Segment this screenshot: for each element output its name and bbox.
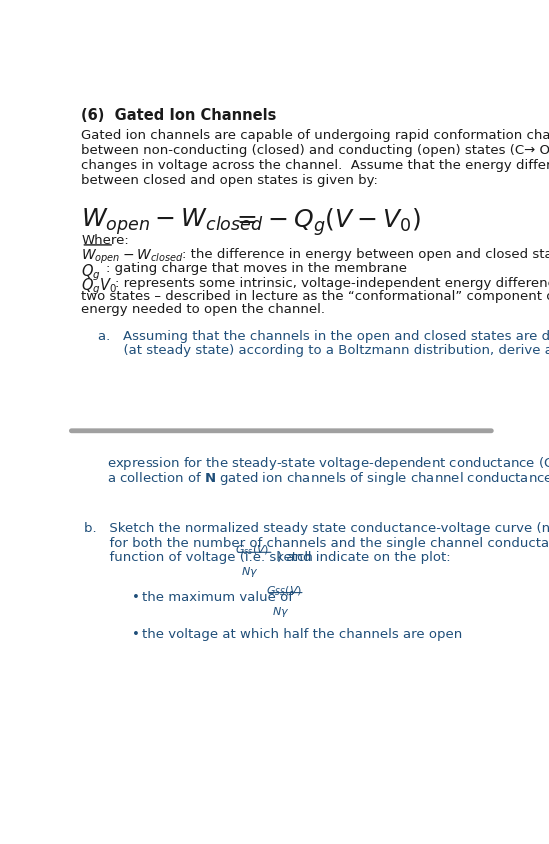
Text: : the difference in energy between open and closed states: : the difference in energy between open …: [182, 248, 549, 261]
Text: function of voltage (i.e. sketch: function of voltage (i.e. sketch: [83, 551, 317, 564]
Text: two states – described in lecture as the “conformational” component of the total: two states – described in lecture as the…: [81, 289, 549, 303]
Text: •: •: [132, 628, 139, 641]
Text: Gated ion channels are capable of undergoing rapid conformation changes
between : Gated ion channels are capable of underg…: [81, 128, 549, 187]
Text: Where:: Where:: [81, 234, 129, 246]
Text: $G_{SS}(V)$: $G_{SS}(V)$: [266, 584, 302, 598]
Text: $N\gamma$: $N\gamma$: [272, 605, 289, 619]
Text: $Q_g$: $Q_g$: [81, 262, 101, 283]
Text: the voltage at which half the channels are open: the voltage at which half the channels a…: [142, 628, 462, 641]
Text: •: •: [132, 592, 139, 604]
Text: expression for the steady-state voltage-dependent conductance (G$_{ss}$(V)) of: expression for the steady-state voltage-…: [107, 456, 549, 473]
Text: $W_{open} - W_{closed}$: $W_{open} - W_{closed}$: [81, 207, 264, 237]
Text: energy needed to open the channel.: energy needed to open the channel.: [81, 303, 326, 316]
Text: for both the number of channels and the single channel conductance) as a: for both the number of channels and the …: [83, 537, 549, 549]
Text: ) and indicate on the plot:: ) and indicate on the plot:: [277, 551, 450, 564]
Text: a collection of $\mathbf{N}$ gated ion channels of single channel conductance $\: a collection of $\mathbf{N}$ gated ion c…: [107, 470, 549, 488]
Text: $= -Q_g(V - V_0)$: $= -Q_g(V - V_0)$: [232, 207, 422, 238]
Text: the maximum value of: the maximum value of: [142, 592, 298, 604]
Text: (at steady state) according to a Boltzmann distribution, derive an: (at steady state) according to a Boltzma…: [98, 344, 549, 357]
Text: $N\gamma$: $N\gamma$: [241, 565, 259, 579]
Text: b.   Sketch the normalized steady state conductance-voltage curve (normalized: b. Sketch the normalized steady state co…: [83, 522, 549, 535]
Text: (6)  Gated Ion Channels: (6) Gated Ion Channels: [81, 108, 277, 122]
Text: a.   Assuming that the channels in the open and closed states are distributed: a. Assuming that the channels in the ope…: [98, 330, 549, 343]
Text: $G_{ss}(V)$: $G_{ss}(V)$: [236, 544, 270, 557]
Text: $Q_gV_0$: $Q_gV_0$: [81, 277, 117, 297]
Text: : represents some intrinsic, voltage-independent energy difference between: : represents some intrinsic, voltage-ind…: [115, 277, 549, 289]
Text: $W_{open} - W_{closed}$: $W_{open} - W_{closed}$: [81, 248, 184, 267]
Text: : gating charge that moves in the membrane: : gating charge that moves in the membra…: [106, 262, 407, 275]
